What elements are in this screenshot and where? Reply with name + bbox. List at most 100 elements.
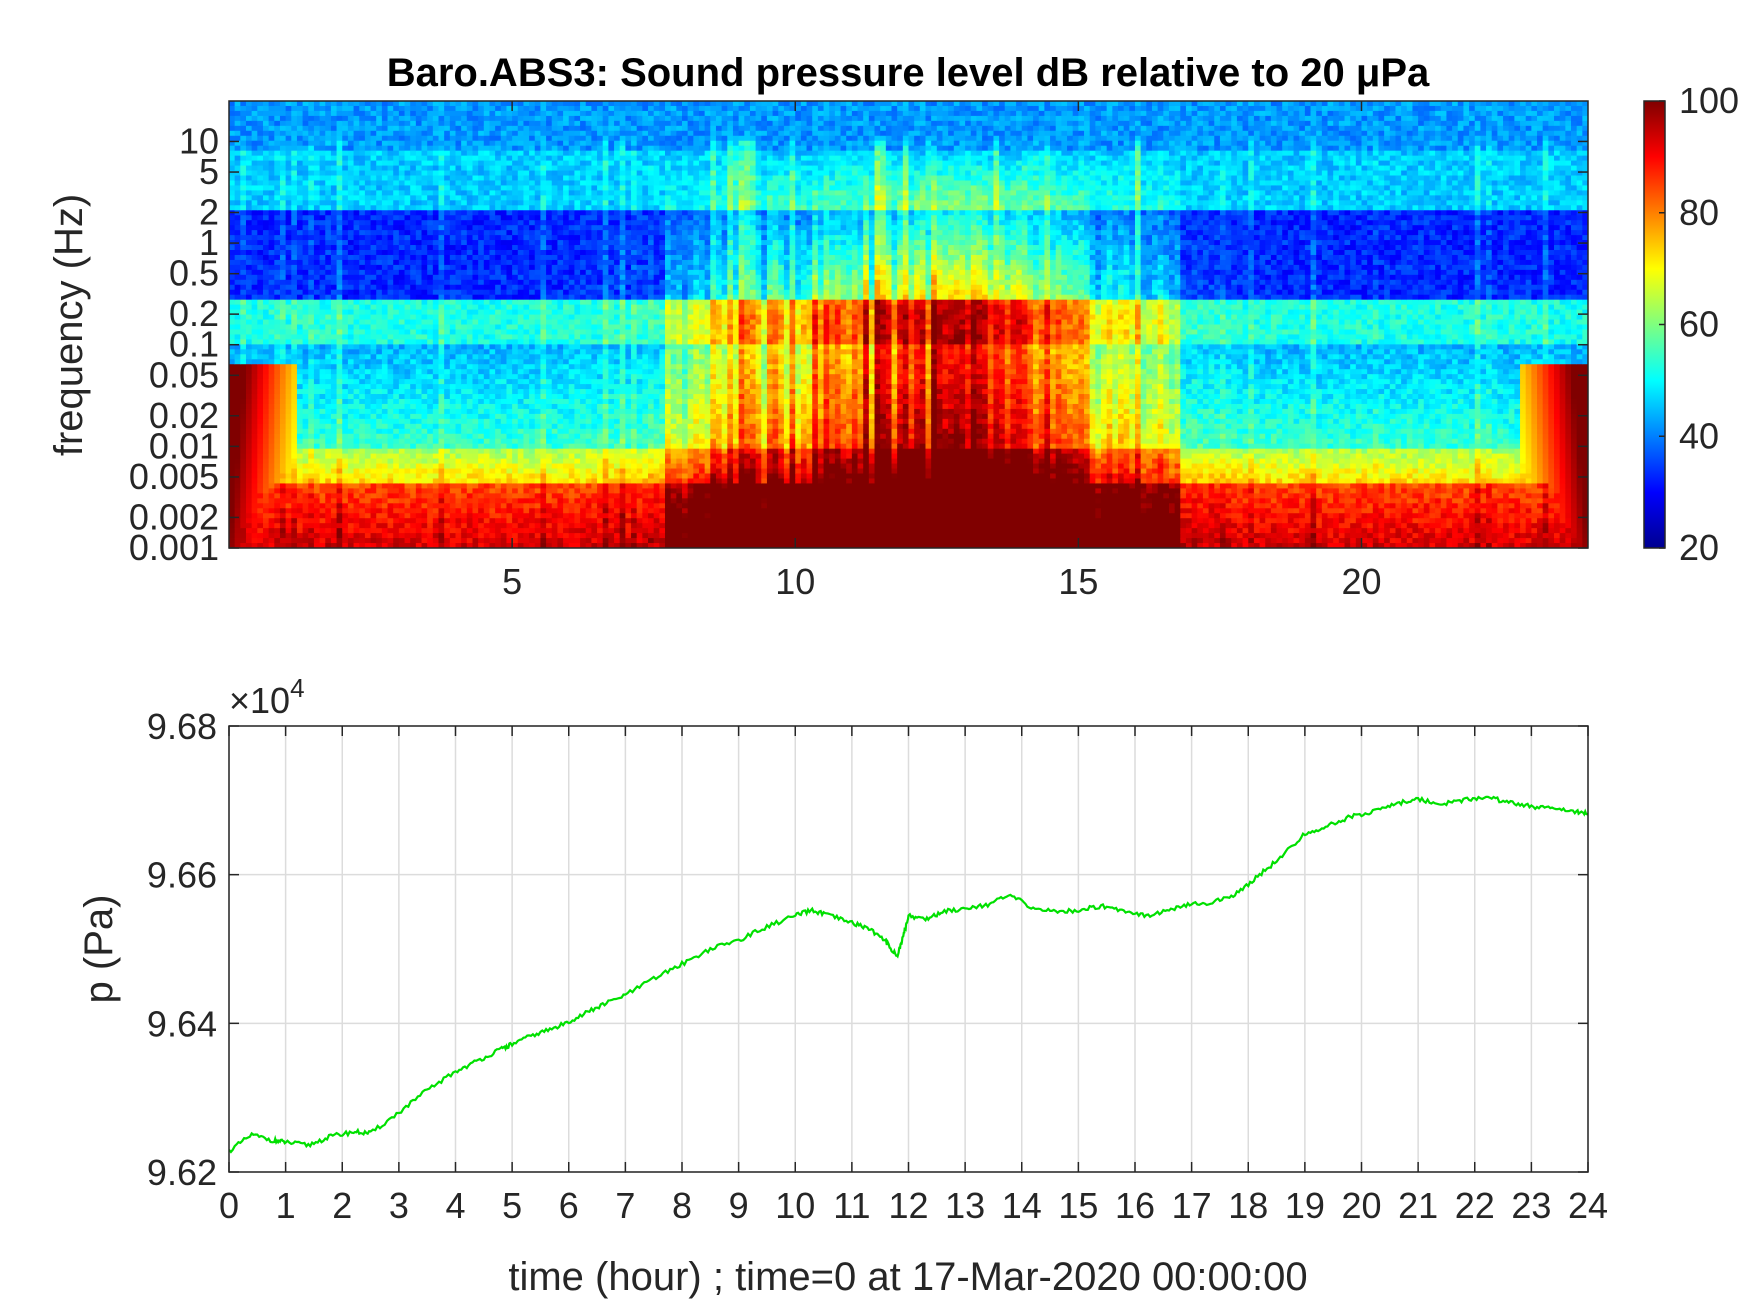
heatmap-cell bbox=[353, 518, 360, 524]
heatmap-cell bbox=[393, 473, 400, 480]
heatmap-cell bbox=[540, 240, 547, 246]
heatmap-cell bbox=[415, 413, 423, 420]
heatmap-cell bbox=[421, 274, 428, 281]
heatmap-cell bbox=[449, 418, 457, 425]
heatmap-cell bbox=[478, 508, 485, 514]
heatmap-cell bbox=[393, 210, 400, 216]
heatmap-cell bbox=[455, 493, 462, 499]
heatmap-cell bbox=[500, 240, 508, 246]
heatmap-cell bbox=[432, 225, 440, 231]
heatmap-cell bbox=[512, 384, 519, 390]
heatmap-cell bbox=[410, 543, 417, 548]
heatmap-cell bbox=[342, 299, 349, 306]
heatmap-cell bbox=[364, 264, 372, 271]
heatmap-cell bbox=[364, 289, 372, 296]
heatmap-cell bbox=[466, 230, 474, 236]
heatmap-cell bbox=[523, 418, 530, 425]
heatmap-cell bbox=[438, 428, 445, 435]
heatmap-cell bbox=[472, 210, 479, 216]
heatmap-cell bbox=[285, 453, 292, 460]
heatmap-cell bbox=[240, 150, 247, 157]
heatmap-cell bbox=[313, 399, 321, 405]
heatmap-cell bbox=[449, 458, 457, 465]
heatmap-cell bbox=[523, 443, 530, 450]
heatmap-cell bbox=[291, 125, 298, 132]
heatmap-cell bbox=[245, 394, 253, 400]
heatmap-cell bbox=[500, 155, 508, 162]
heatmap-cell bbox=[387, 428, 394, 435]
heatmap-cell bbox=[517, 448, 525, 455]
heatmap-cell bbox=[370, 279, 377, 286]
heatmap-cell bbox=[234, 195, 241, 201]
heatmap-cell bbox=[245, 339, 253, 345]
heatmap-cell bbox=[319, 473, 326, 480]
heatmap-cell bbox=[313, 240, 321, 246]
heatmap-cell bbox=[449, 155, 457, 162]
heatmap-cell bbox=[257, 230, 264, 236]
heatmap-cell bbox=[529, 443, 536, 450]
heatmap-cell bbox=[279, 413, 287, 420]
heatmap-cell bbox=[523, 299, 530, 306]
heatmap-cell bbox=[376, 413, 383, 420]
heatmap-cell bbox=[404, 523, 411, 529]
heatmap-cell bbox=[438, 339, 445, 345]
heatmap-cell bbox=[500, 508, 508, 514]
heatmap-cell bbox=[512, 259, 519, 266]
heatmap-cell bbox=[438, 533, 445, 539]
heatmap-cell bbox=[336, 339, 343, 345]
heatmap-cell bbox=[302, 349, 309, 355]
heatmap-cell bbox=[330, 264, 338, 271]
heatmap-cell bbox=[251, 175, 258, 182]
heatmap-cell bbox=[512, 518, 519, 524]
heatmap-cell bbox=[240, 274, 247, 281]
heatmap-cell bbox=[308, 349, 315, 355]
heatmap-cell bbox=[313, 274, 321, 281]
heatmap-cell bbox=[330, 513, 338, 519]
heatmap-cell bbox=[240, 423, 247, 430]
heatmap-cell bbox=[296, 225, 304, 231]
heatmap-cell bbox=[279, 374, 287, 380]
heatmap-cell bbox=[376, 349, 383, 355]
heatmap-cell bbox=[393, 140, 400, 147]
heatmap-cell bbox=[245, 334, 253, 340]
heatmap-cell bbox=[489, 453, 496, 460]
heatmap-cell bbox=[257, 220, 264, 226]
heatmap-cell bbox=[291, 379, 298, 385]
heatmap-cell bbox=[313, 264, 321, 271]
heatmap-cell bbox=[410, 533, 417, 539]
heatmap-cell bbox=[330, 160, 338, 167]
heatmap-cell bbox=[523, 309, 530, 316]
heatmap-cell bbox=[461, 279, 468, 286]
heatmap-cell bbox=[359, 284, 366, 291]
heatmap-cell bbox=[432, 264, 440, 271]
heatmap-cell bbox=[376, 309, 383, 316]
heatmap-cell bbox=[393, 324, 400, 331]
heatmap-cell bbox=[534, 418, 542, 425]
heatmap-cell bbox=[415, 339, 423, 345]
heatmap-cell bbox=[517, 508, 525, 514]
heatmap-cell bbox=[330, 543, 338, 548]
heatmap-cell bbox=[347, 354, 355, 360]
heatmap-cell bbox=[478, 250, 485, 256]
heatmap-cell bbox=[257, 299, 264, 306]
heatmap-cell bbox=[359, 140, 366, 147]
heatmap-cell bbox=[483, 210, 491, 216]
heatmap-cell bbox=[523, 180, 530, 187]
heatmap-cell bbox=[370, 438, 377, 445]
heatmap-cell bbox=[461, 185, 468, 191]
heatmap-cell bbox=[506, 175, 513, 182]
heatmap-cell bbox=[438, 101, 445, 107]
heatmap-cell bbox=[308, 458, 315, 465]
heatmap-cell bbox=[534, 165, 542, 172]
heatmap-cell bbox=[421, 140, 428, 147]
heatmap-cell bbox=[393, 220, 400, 226]
heatmap-cell bbox=[472, 413, 479, 420]
heatmap-cell bbox=[500, 101, 508, 107]
heatmap-cell bbox=[291, 180, 298, 187]
heatmap-cell bbox=[427, 408, 434, 415]
heatmap-cell bbox=[330, 269, 338, 276]
heatmap-cell bbox=[461, 413, 468, 420]
heatmap-cell bbox=[398, 250, 406, 256]
heatmap-cell bbox=[523, 101, 530, 107]
heatmap-cell bbox=[381, 210, 389, 216]
